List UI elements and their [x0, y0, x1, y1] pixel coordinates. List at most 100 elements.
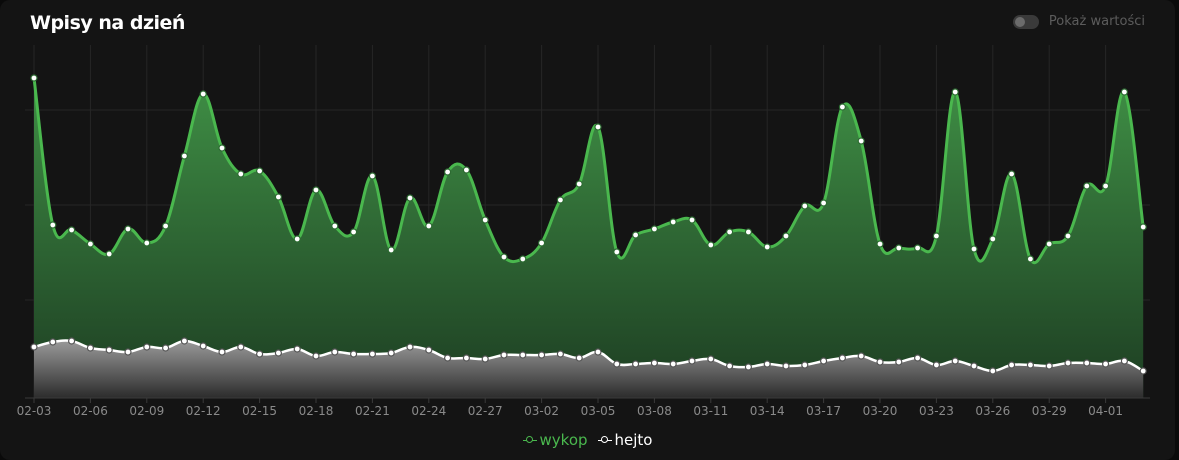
data-point-wykop[interactable]	[876, 240, 884, 248]
data-point-wykop[interactable]	[688, 216, 696, 224]
data-point-hejto[interactable]	[932, 361, 941, 369]
data-point-wykop[interactable]	[143, 239, 151, 247]
data-point-hejto[interactable]	[237, 343, 245, 351]
data-point-wykop[interactable]	[30, 74, 38, 82]
data-point-hejto[interactable]	[989, 367, 997, 375]
data-point-hejto[interactable]	[970, 362, 978, 370]
data-point-wykop[interactable]	[669, 218, 677, 226]
data-point-wykop[interactable]	[744, 228, 753, 236]
data-point-hejto[interactable]	[556, 350, 565, 358]
data-point-hejto[interactable]	[537, 351, 546, 359]
data-point-wykop[interactable]	[970, 245, 978, 253]
data-point-wykop[interactable]	[180, 152, 188, 160]
data-point-wykop[interactable]	[1139, 223, 1147, 231]
data-point-wykop[interactable]	[594, 123, 602, 131]
data-point-wykop[interactable]	[312, 186, 320, 194]
data-point-hejto[interactable]	[274, 349, 282, 357]
data-point-hejto[interactable]	[86, 344, 95, 352]
data-point-wykop[interactable]	[763, 243, 771, 251]
data-point-hejto[interactable]	[67, 337, 76, 345]
data-point-hejto[interactable]	[650, 359, 659, 367]
data-point-hejto[interactable]	[406, 343, 414, 351]
data-point-hejto[interactable]	[444, 354, 452, 362]
data-point-wykop[interactable]	[444, 168, 452, 176]
data-point-wykop[interactable]	[124, 225, 132, 233]
data-point-hejto[interactable]	[1007, 361, 1016, 369]
data-point-wykop[interactable]	[819, 199, 828, 207]
data-point-wykop[interactable]	[406, 194, 414, 202]
data-point-wykop[interactable]	[387, 246, 395, 254]
data-point-hejto[interactable]	[1120, 357, 1129, 365]
data-point-hejto[interactable]	[1064, 359, 1072, 367]
data-point-wykop[interactable]	[857, 137, 865, 145]
data-point-hejto[interactable]	[801, 361, 809, 369]
data-point-wykop[interactable]	[575, 180, 583, 188]
data-point-wykop[interactable]	[1064, 232, 1072, 240]
data-point-wykop[interactable]	[1045, 240, 1053, 248]
data-point-hejto[interactable]	[725, 362, 734, 370]
data-point-wykop[interactable]	[105, 250, 113, 258]
show-values-toggle[interactable]: Pokaż wartości	[1012, 14, 1145, 29]
data-point-wykop[interactable]	[331, 222, 339, 230]
data-point-hejto[interactable]	[688, 357, 696, 365]
data-point-hejto[interactable]	[350, 350, 358, 358]
legend-item-hejto[interactable]: hejto	[597, 431, 652, 449]
data-point-wykop[interactable]	[519, 255, 527, 263]
data-point-wykop[interactable]	[1083, 182, 1091, 190]
data-point-hejto[interactable]	[575, 354, 583, 362]
data-point-wykop[interactable]	[86, 240, 95, 248]
data-point-hejto[interactable]	[763, 360, 771, 368]
data-point-hejto[interactable]	[368, 350, 376, 358]
data-point-wykop[interactable]	[707, 241, 715, 249]
data-point-wykop[interactable]	[1120, 88, 1129, 96]
data-point-wykop[interactable]	[237, 170, 245, 178]
data-point-hejto[interactable]	[782, 362, 790, 370]
data-point-wykop[interactable]	[838, 103, 847, 111]
data-point-wykop[interactable]	[782, 232, 790, 240]
data-point-hejto[interactable]	[631, 360, 640, 368]
data-point-hejto[interactable]	[425, 346, 433, 354]
data-point-hejto[interactable]	[1139, 367, 1147, 375]
legend-item-wykop[interactable]: wykop	[522, 431, 588, 449]
data-point-wykop[interactable]	[951, 88, 959, 96]
toggle-switch[interactable]	[1012, 14, 1039, 29]
data-point-hejto[interactable]	[387, 349, 395, 357]
data-point-hejto[interactable]	[143, 343, 151, 351]
data-point-wykop[interactable]	[199, 90, 207, 98]
data-point-wykop[interactable]	[49, 221, 57, 229]
data-point-hejto[interactable]	[124, 348, 132, 356]
data-point-hejto[interactable]	[613, 360, 621, 368]
data-point-hejto[interactable]	[819, 357, 828, 365]
data-point-wykop[interactable]	[368, 172, 376, 180]
data-point-hejto[interactable]	[500, 351, 508, 359]
data-point-wykop[interactable]	[801, 202, 809, 210]
data-point-wykop[interactable]	[913, 244, 922, 252]
data-point-wykop[interactable]	[1007, 170, 1016, 178]
data-point-hejto[interactable]	[105, 346, 113, 354]
data-point-hejto[interactable]	[744, 363, 753, 371]
data-point-hejto[interactable]	[481, 355, 489, 363]
data-point-hejto[interactable]	[519, 351, 527, 359]
data-point-wykop[interactable]	[895, 244, 903, 252]
data-point-hejto[interactable]	[707, 355, 715, 363]
data-point-hejto[interactable]	[1083, 359, 1091, 367]
data-point-wykop[interactable]	[462, 166, 470, 174]
data-point-wykop[interactable]	[293, 235, 301, 243]
data-point-wykop[interactable]	[1101, 182, 1110, 190]
data-point-hejto[interactable]	[293, 345, 301, 353]
data-point-wykop[interactable]	[1026, 255, 1035, 263]
data-point-hejto[interactable]	[838, 354, 847, 362]
data-point-wykop[interactable]	[162, 222, 170, 230]
data-point-hejto[interactable]	[180, 337, 188, 345]
data-point-wykop[interactable]	[481, 216, 489, 224]
data-point-wykop[interactable]	[650, 225, 659, 233]
data-point-wykop[interactable]	[256, 167, 264, 175]
data-point-wykop[interactable]	[425, 222, 433, 230]
data-point-hejto[interactable]	[857, 352, 865, 360]
data-point-hejto[interactable]	[30, 343, 38, 351]
data-point-hejto[interactable]	[218, 348, 226, 356]
data-point-hejto[interactable]	[462, 354, 470, 362]
data-point-hejto[interactable]	[913, 354, 922, 362]
data-point-hejto[interactable]	[49, 338, 57, 346]
data-point-hejto[interactable]	[199, 342, 207, 350]
